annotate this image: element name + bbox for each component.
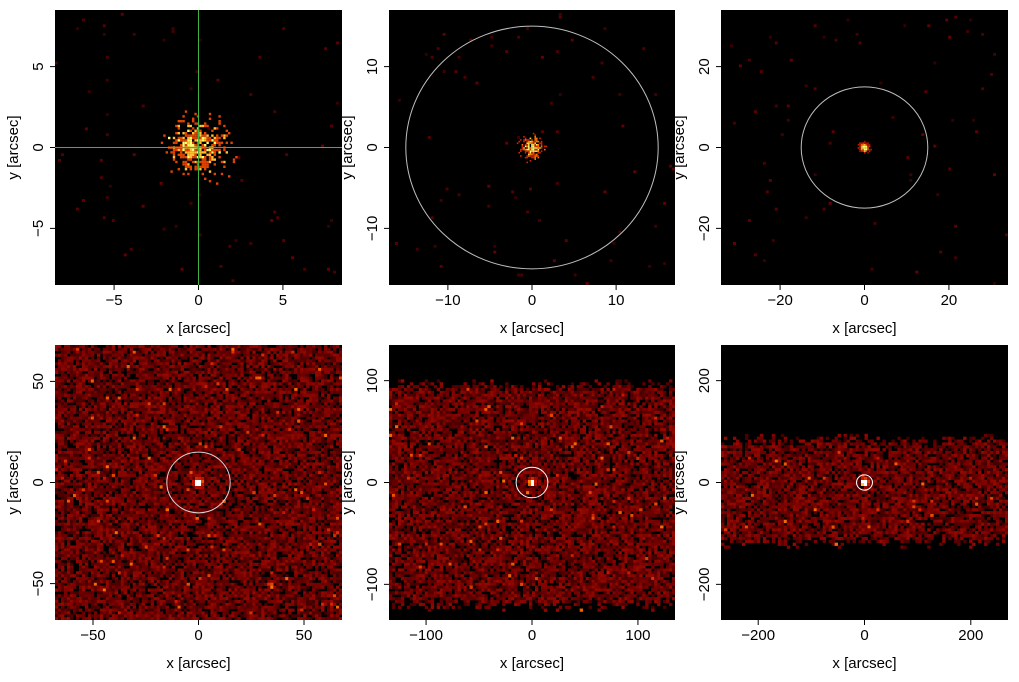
y-tick-label: 100 — [364, 368, 381, 393]
x-tick-label: 0 — [860, 627, 868, 644]
source-counts — [861, 477, 870, 489]
x-tick-label: −200 — [741, 627, 775, 644]
y-tick-label: −5 — [30, 220, 47, 237]
x-tick-label: 50 — [296, 627, 313, 644]
panel-5: −100 0 100 −100 0 100 x [arcsec] y [arcsec] — [339, 345, 675, 672]
x-tick-label: −20 — [767, 292, 792, 309]
y-tick-label: −100 — [364, 567, 381, 601]
x-tick-label: 200 — [958, 627, 983, 644]
counts-image — [721, 433, 1008, 549]
x-axis-label: x [arcsec] — [832, 320, 896, 337]
y-axis-label: y [arcsec] — [5, 115, 22, 179]
y-tick-label: 5 — [30, 62, 47, 70]
x-tick-label: 10 — [608, 292, 625, 309]
x-tick-label: 5 — [279, 292, 287, 309]
extraction-circle — [515, 466, 549, 499]
x-tick-label: −50 — [80, 627, 105, 644]
extraction-circle — [405, 25, 659, 270]
x-tick-label: 0 — [194, 292, 202, 309]
counts-image — [729, 15, 1008, 285]
y-tick-label: 10 — [364, 58, 381, 75]
panel-4: −50 0 50 −50 0 50 x [arcsec] y [arcsec] — [5, 345, 342, 672]
extraction-circle — [856, 474, 873, 491]
y-tick-label: 0 — [696, 478, 713, 486]
source-counts — [189, 474, 204, 489]
y-tick-label: −50 — [30, 571, 47, 596]
y-axis-label: y [arcsec] — [671, 115, 688, 179]
x-tick-label: 20 — [941, 292, 958, 309]
y-tick-label: 0 — [696, 143, 713, 151]
panel-3: −20 0 20 −20 0 20 x [arcsec] y [arcsec] — [671, 10, 1008, 337]
counts-image — [394, 12, 675, 285]
x-axis-label: x [arcsec] — [500, 655, 564, 672]
y-tick-label: 0 — [30, 143, 47, 151]
y-tick-label: 20 — [696, 58, 713, 75]
y-axis-label: y [arcsec] — [5, 450, 22, 514]
source-counts — [516, 132, 548, 164]
x-tick-label: −100 — [409, 627, 443, 644]
x-axis-label: x [arcsec] — [500, 320, 564, 337]
x-tick-label: 100 — [625, 627, 650, 644]
x-axis-label: x [arcsec] — [166, 655, 230, 672]
y-axis-label: y [arcsec] — [339, 450, 356, 514]
x-tick-label: −5 — [106, 292, 123, 309]
extraction-circle — [166, 451, 231, 514]
source-counts — [857, 140, 872, 154]
panel-2: −10 0 10 −10 0 10 x [arcsec] y [arcsec] — [339, 10, 675, 337]
x-axis-label: x [arcsec] — [166, 320, 230, 337]
y-tick-label: 0 — [30, 478, 47, 486]
x-tick-label: −10 — [435, 292, 460, 309]
x-tick-label: 0 — [528, 292, 536, 309]
y-tick-label: 200 — [696, 368, 713, 393]
y-tick-label: −20 — [696, 216, 713, 241]
y-tick-label: 0 — [364, 478, 381, 486]
panel-1: −5 0 5 −5 0 5 x [arcsec] y [arcsec] — [5, 10, 342, 337]
counts-image — [55, 345, 342, 620]
x-tick-label: 0 — [194, 627, 202, 644]
y-tick-label: 0 — [364, 143, 381, 151]
y-tick-label: −200 — [696, 567, 713, 601]
y-tick-label: 50 — [30, 373, 47, 390]
counts-image — [389, 379, 675, 612]
x-tick-label: 0 — [528, 627, 536, 644]
y-axis-label: y [arcsec] — [671, 450, 688, 514]
y-tick-label: −10 — [364, 216, 381, 241]
extraction-circle — [800, 86, 929, 209]
source-counts — [525, 477, 537, 486]
panel-6: −200 0 200 −200 0 200 x [arcsec] y [arcsec] — [671, 345, 1008, 672]
y-axis-label: y [arcsec] — [339, 115, 356, 179]
x-axis-label: x [arcsec] — [832, 655, 896, 672]
x-tick-label: 0 — [860, 292, 868, 309]
